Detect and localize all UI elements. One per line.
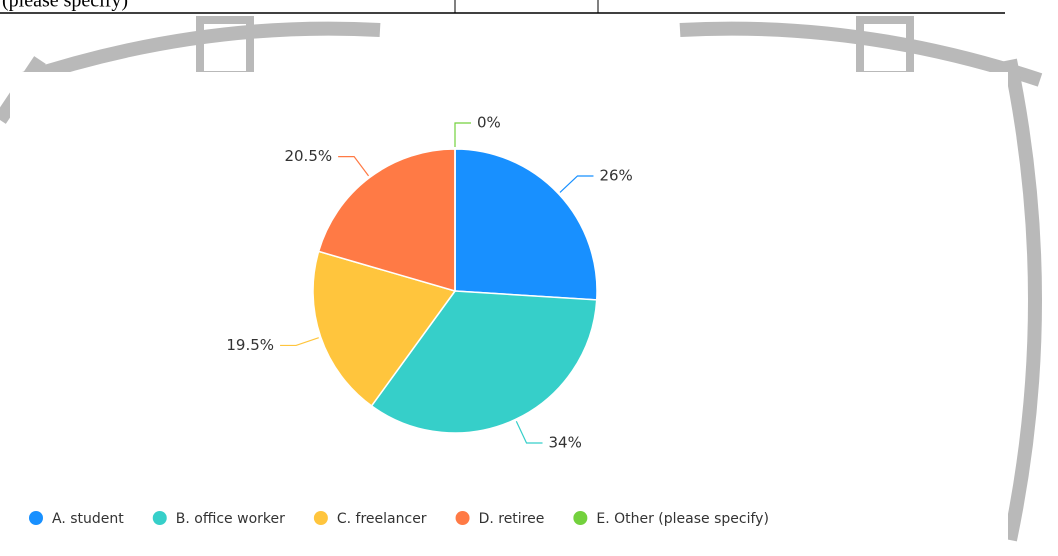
legend-marker: [573, 511, 588, 525]
table-cell: (please specify): [2, 0, 128, 12]
legend-label: E. Other (please specify): [596, 511, 769, 527]
data-label: 34%: [549, 434, 582, 452]
pie-slice: [370, 290, 598, 434]
legend-label: D. retiree: [479, 511, 545, 527]
pie-slice: [312, 250, 457, 407]
data-label: 0%: [477, 114, 501, 132]
leader-line: [515, 421, 543, 444]
leader-line: [338, 156, 370, 177]
pie-slice: [317, 148, 456, 292]
legend-marker: [152, 511, 167, 525]
leader-line: [559, 175, 594, 193]
leader-line: [280, 337, 319, 347]
legend-label: C. freelancer: [337, 511, 427, 527]
legend-marker: [455, 511, 470, 525]
data-label: 20.5%: [284, 147, 332, 165]
legend-marker: [29, 511, 43, 525]
data-label: 26%: [599, 166, 632, 184]
pie-chart: 26% 34% 19.5% 20.5% 0% A. student B. office wo…: [29, 114, 769, 527]
data-label: 19.5%: [226, 336, 274, 354]
pie-slice: [454, 148, 598, 301]
leader-line: [454, 122, 471, 147]
legend-label: A. student: [52, 511, 124, 527]
legend-marker: [313, 511, 328, 525]
legend-label: B. office worker: [176, 511, 285, 527]
